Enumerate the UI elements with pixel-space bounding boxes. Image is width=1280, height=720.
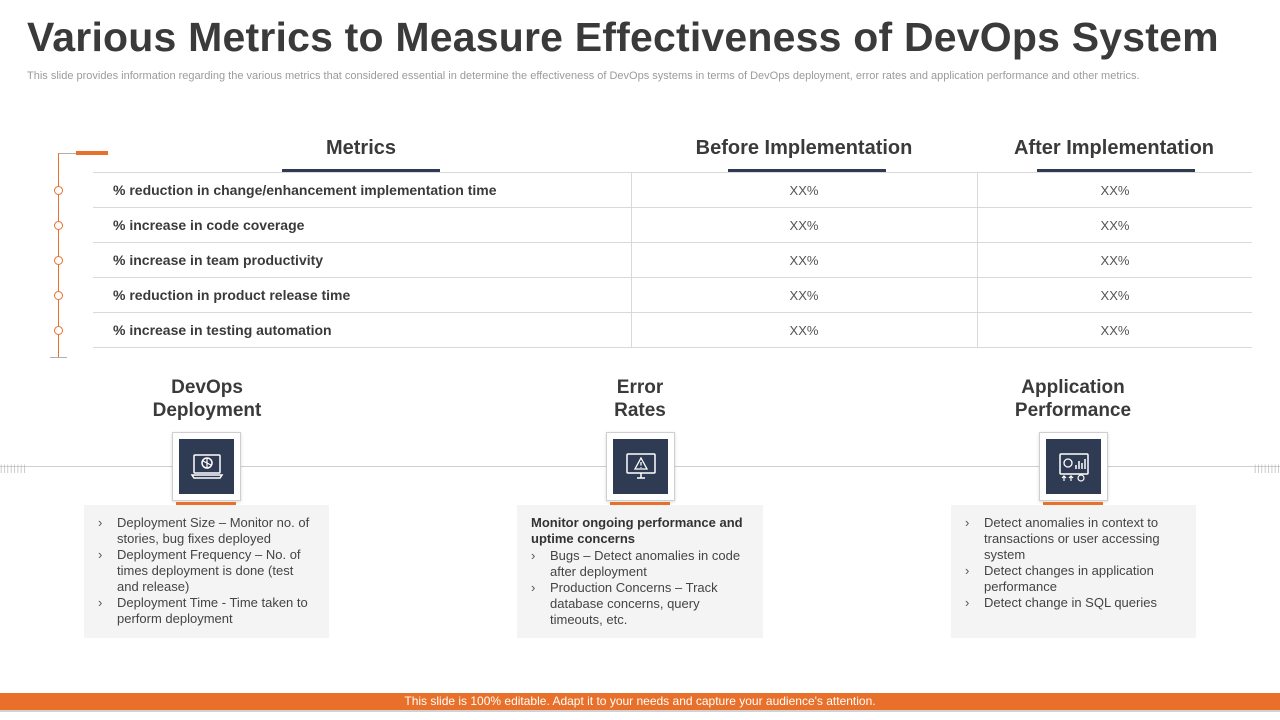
timeline-end [50,357,67,358]
card-devops-deployment: Deployment Size – Monitor no. of stories… [84,505,329,638]
list-item: Production Concerns – Track database con… [531,580,749,628]
timeline-dot [54,221,63,230]
table-rule [93,347,1252,348]
timeline-dot [54,326,63,335]
header-metrics-bar [282,169,440,173]
table-row-before: XX% [789,253,819,268]
list-item: Detect anomalies in context to transacti… [965,515,1182,563]
header-metrics: Metrics [325,137,397,159]
table-row-after: XX% [1100,323,1130,338]
list-item: Detect changes in application performanc… [965,563,1182,595]
header-after-bar [1037,169,1195,173]
icon-frame [1039,432,1108,501]
category-title-application-performance: Application Performance [1014,377,1132,421]
category-title-devops-deployment: DevOps Deployment [152,377,262,421]
icon-frame [606,432,675,501]
performance-dashboard-icon [1058,452,1089,482]
table-rule [93,277,1252,278]
list-item: Deployment Time - Time taken to perform … [98,595,315,627]
list-item: Deployment Frequency – No. of times depl… [98,547,315,595]
line-dots-left: |||||||| [0,463,27,473]
slide-title: Various Metrics to Measure Effectiveness… [27,14,1219,60]
header-after: After Implementation [1013,137,1215,159]
card-application-performance: Detect anomalies in context to transacti… [951,505,1196,638]
header-before: Before Implementation [695,137,913,159]
icon-accent-bar [610,502,670,506]
timeline-dot [54,291,63,300]
table-rule [93,172,1252,173]
footer-banner: This slide is 100% editable. Adapt it to… [0,693,1280,710]
list-item: Deployment Size – Monitor no. of stories… [98,515,315,547]
table-row-metric: % increase in team productivity [113,252,324,268]
timeline-dot [54,256,63,265]
table-row-metric: % reduction in product release time [113,287,351,303]
table-row-before: XX% [789,323,819,338]
card-heading: Monitor ongoing performance and uptime c… [531,515,743,546]
table-row-metric: % reduction in change/enhancement implem… [113,182,497,198]
table-rule [93,312,1252,313]
table-row-after: XX% [1100,288,1130,303]
header-before-bar [728,169,886,173]
timeline-dot [54,186,63,195]
table-rule [93,207,1252,208]
table-row-after: XX% [1100,253,1130,268]
card-error-rates: Monitor ongoing performance and uptime c… [517,505,763,638]
icon-frame [172,432,241,501]
monitor-alert-icon [625,452,656,479]
table-row-before: XX% [789,288,819,303]
line-dots-right: |||||||| [1254,463,1280,473]
timeline-connector [58,153,76,154]
icon-accent-bar [176,502,236,506]
slide-subtitle: This slide provides information regardin… [27,70,1140,82]
list-item: Bugs – Detect anomalies in code after de… [531,548,749,580]
timeline-line [58,153,59,358]
column-divider [977,173,978,348]
category-title-error-rates: Error Rates [614,377,666,421]
table-row-after: XX% [1100,218,1130,233]
list-item: Detect change in SQL queries [965,595,1182,611]
table-row-metric: % increase in code coverage [113,217,305,233]
timeline-accent [76,151,108,155]
deployment-icon [190,453,223,479]
table-row-before: XX% [789,218,819,233]
table-rule [93,242,1252,243]
table-row-before: XX% [789,183,819,198]
footer-rule [0,710,1280,712]
table-row-metric: % increase in testing automation [113,322,332,338]
table-row-after: XX% [1100,183,1130,198]
icon-accent-bar [1043,502,1103,506]
column-divider [631,173,632,348]
